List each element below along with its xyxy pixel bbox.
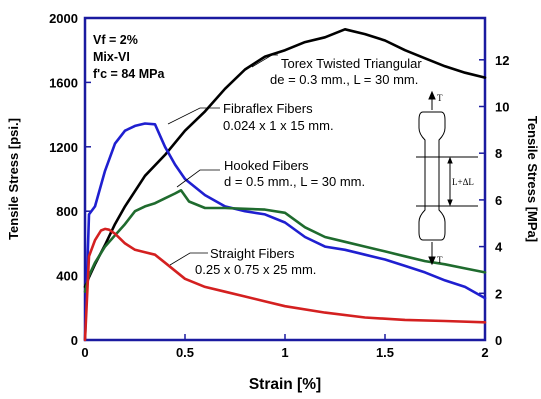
- series-line-fibraflex-fibers: [83, 122, 487, 342]
- annotation-torex-detail: de = 0.3 mm., L = 30 mm.: [270, 72, 418, 87]
- x-tick-label-0: 0: [81, 345, 88, 360]
- x-tick-label-1: 0.5: [176, 345, 194, 360]
- y-tick-label-left-2: 800: [56, 204, 78, 219]
- gauge-arrowhead-bottom: [447, 199, 453, 207]
- y-tick-label-right-0: 0: [495, 333, 502, 348]
- y-tick-label-right-6: 12: [495, 53, 509, 68]
- y-tick-label-right-5: 10: [495, 99, 509, 114]
- y-tick-label-right-2: 4: [495, 240, 503, 255]
- condition-fc: f'c = 84 MPa: [93, 67, 165, 81]
- annotation-straight-title: Straight Fibers: [210, 246, 295, 261]
- annotation-torex-title: Torex Twisted Triangular: [281, 56, 422, 71]
- gauge-arrowhead-top: [447, 156, 453, 164]
- y-tick-label-left-5: 2000: [49, 11, 78, 26]
- series-lines: [83, 27, 487, 342]
- x-tick-label-4: 2: [481, 345, 488, 360]
- annotation-hooked-title: Hooked Fibers: [224, 158, 309, 173]
- specimen-diagram: [416, 90, 478, 266]
- annotation-fibraflex-title: Fibraflex Fibers: [223, 101, 313, 116]
- annotation-straight-detail: 0.25 x 0.75 x 25 mm.: [195, 262, 316, 277]
- specimen-bottom-arrowhead: [428, 256, 436, 266]
- leader-torex: [251, 54, 278, 68]
- series-line-hooked-fibers: [83, 189, 487, 294]
- y-axis-title-left: Tensile Stress [psi.]: [6, 118, 21, 240]
- x-axis-title: Strain [%]: [249, 376, 321, 393]
- annotation-leaders: [167, 54, 278, 266]
- condition-mix: Mix-VI: [93, 50, 130, 64]
- y-tick-label-right-1: 2: [495, 286, 502, 301]
- y-tick-label-right-3: 6: [495, 193, 502, 208]
- y-tick-label-left-1: 400: [56, 269, 78, 284]
- y-tick-label-right-4: 8: [495, 146, 502, 161]
- y-tick-label-left-4: 1600: [49, 75, 78, 90]
- annotation-fibraflex-detail: 0.024 x 1 x 15 mm.: [223, 118, 334, 133]
- gauge-length-label: L+ΔL: [452, 177, 474, 187]
- specimen-top-label: T: [437, 93, 443, 103]
- leader-hooked: [176, 169, 220, 188]
- y-tick-label-left-3: 1200: [49, 140, 78, 155]
- y-tick-label-left-0: 0: [71, 333, 78, 348]
- annotation-hooked-detail: d = 0.5 mm., L = 30 mm.: [224, 174, 365, 189]
- specimen-bottom-label: T: [437, 255, 443, 265]
- x-tick-label-2: 1: [281, 345, 288, 360]
- condition-vf: Vf = 2%: [93, 33, 138, 47]
- x-tick-label-3: 1.5: [376, 345, 394, 360]
- y-axis-title-right: Tensile Stress [MPa]: [525, 116, 540, 242]
- specimen-top-arrowhead: [428, 90, 436, 100]
- leader-straight: [169, 252, 208, 266]
- series-line-straight-fibers: [83, 227, 487, 342]
- series-line-torex-twisted-triangular: [83, 27, 487, 289]
- specimen-body: [418, 111, 446, 241]
- leader-fibraflex: [167, 107, 220, 125]
